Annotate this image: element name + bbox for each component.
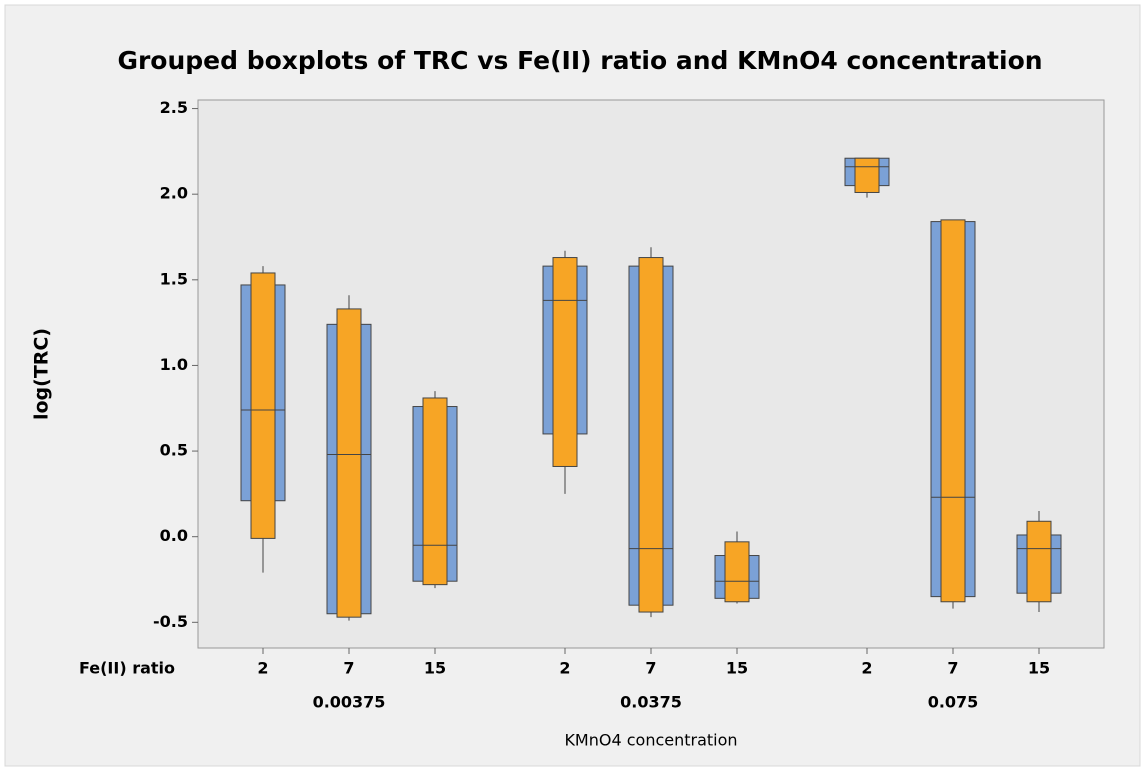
group-label: 0.00375: [313, 693, 386, 712]
inner-box: [250, 272, 276, 539]
inner-box: [336, 308, 362, 618]
x-tick-label: 15: [726, 659, 748, 678]
inner-box: [724, 541, 750, 603]
x-tick-label: 2: [559, 659, 570, 678]
x-tick-label: 15: [1028, 659, 1050, 678]
y-tick-label: 2.5: [160, 98, 188, 117]
group-label: 0.075: [928, 693, 979, 712]
group-label: 0.0375: [620, 693, 682, 712]
y-tick-label: 1.5: [160, 269, 188, 288]
inner-box: [422, 397, 448, 586]
y-axis-label: log(TRC): [31, 328, 53, 420]
x-tick-label: 7: [947, 659, 958, 678]
y-tick-label: 1.0: [160, 355, 188, 374]
inner-box: [638, 257, 664, 613]
inner-axis-label: Fe(II) ratio: [79, 659, 175, 678]
x-tick-label: 7: [645, 659, 656, 678]
y-tick-label: 0.5: [160, 441, 188, 460]
x-tick-label: 7: [343, 659, 354, 678]
y-tick-label: -0.5: [153, 612, 188, 631]
inner-box: [1026, 520, 1052, 603]
x-axis-label: KMnO4 concentration: [564, 731, 737, 750]
inner-box: [854, 157, 880, 193]
inner-box: [552, 257, 578, 467]
x-tick-label: 15: [424, 659, 446, 678]
x-tick-label: 2: [861, 659, 872, 678]
inner-box: [940, 219, 966, 603]
x-tick-label: 2: [257, 659, 268, 678]
y-tick-label: 2.0: [160, 184, 188, 203]
y-tick-label: 0.0: [160, 526, 188, 545]
chart-title: Grouped boxplots of TRC vs Fe(II) ratio …: [117, 46, 1042, 75]
